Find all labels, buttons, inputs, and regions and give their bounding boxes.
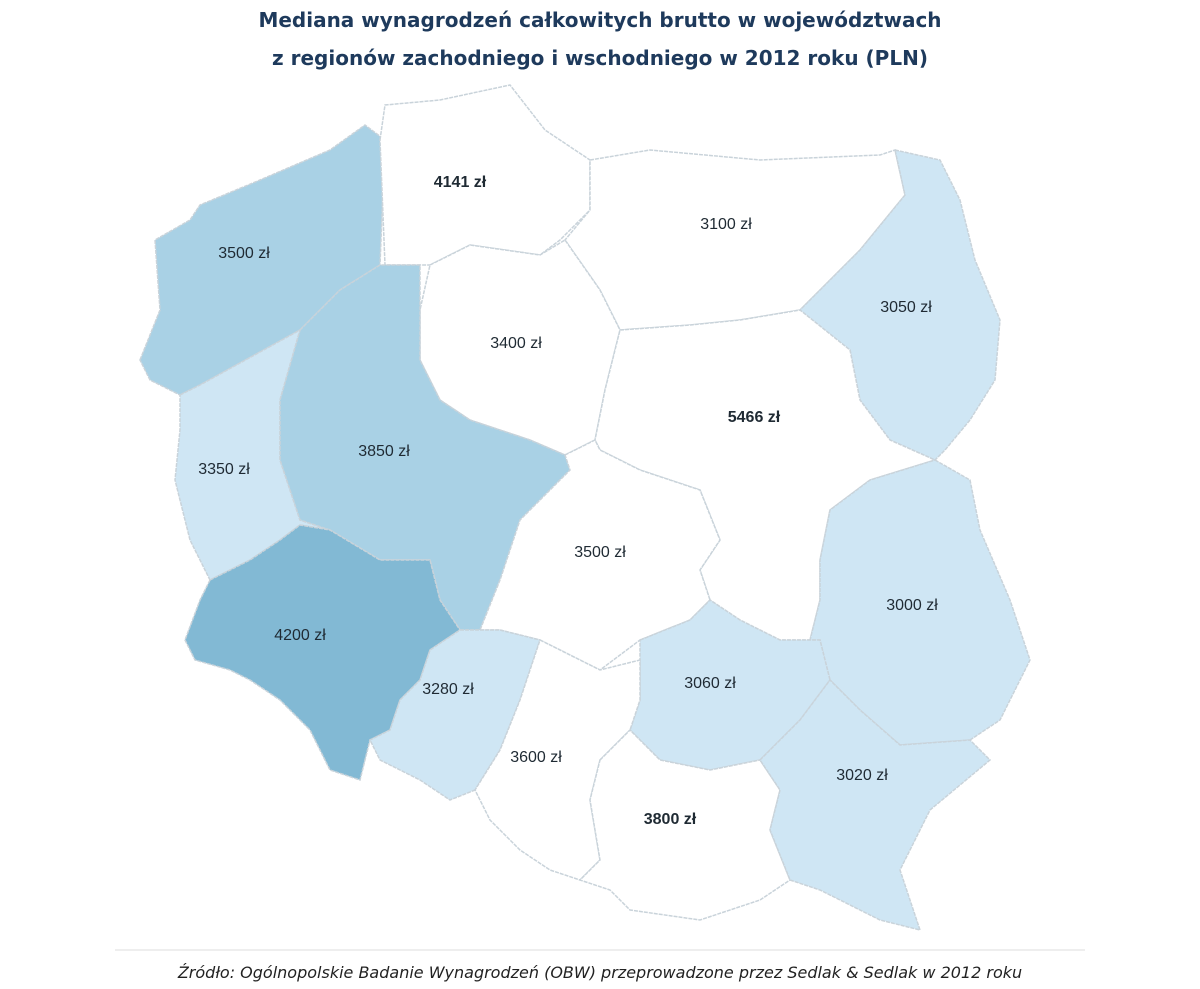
- region: [564, 149, 906, 331]
- region-label: 5466 zł: [728, 409, 781, 426]
- region-label: 3350 zł: [198, 461, 250, 478]
- region: [368, 629, 541, 801]
- region-label: 3060 zł: [684, 675, 736, 692]
- region-label: 3800 zł: [644, 811, 697, 828]
- region-label: 3400 zł: [490, 335, 542, 352]
- title-line: z regionów zachodniego i wschodniego w 2…: [272, 46, 928, 70]
- region-label: 3600 zł: [510, 749, 562, 766]
- region-label: 3500 zł: [574, 544, 626, 561]
- source-note: Źródło: Ogólnopolskie Badanie Wynagrodze…: [177, 963, 1022, 982]
- map: [139, 84, 1031, 932]
- title-line: Mediana wynagrodzeń całkowitych brutto w…: [258, 8, 941, 32]
- region-label: 3000 zł: [886, 597, 938, 614]
- region: [478, 438, 721, 671]
- region-label: 3050 zł: [880, 299, 932, 316]
- labels: 3500 zł 4141 zł 3100 zł 3050 zł 3400 zł …: [198, 174, 938, 828]
- region-label: 3500 zł: [218, 245, 270, 262]
- region-label: 3020 zł: [836, 767, 888, 784]
- region: [578, 728, 791, 921]
- region: [798, 149, 1001, 461]
- region-label: 3100 zł: [700, 216, 752, 233]
- region-label: 3850 zł: [358, 443, 410, 460]
- region-label: 4200 zł: [274, 627, 326, 644]
- region-label: 4141 zł: [434, 174, 487, 191]
- region: [759, 678, 992, 932]
- region-label: 3280 zł: [422, 681, 474, 698]
